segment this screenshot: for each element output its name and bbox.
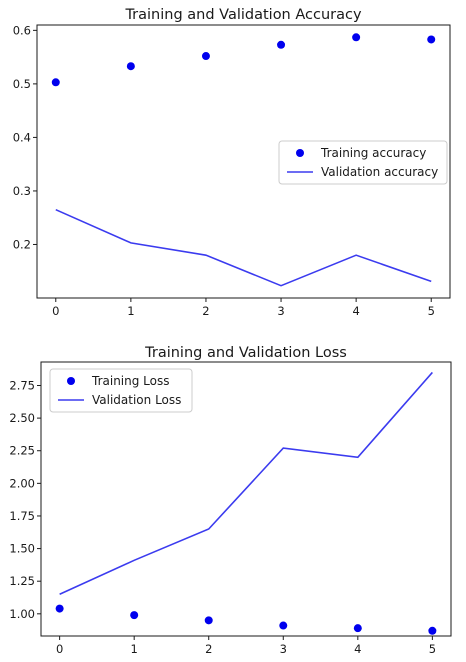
data-point	[279, 621, 288, 630]
plot-area-frame	[40, 361, 452, 637]
y-tick-label: 2.25	[9, 444, 35, 458]
x-tick-label: 0	[52, 304, 59, 318]
data-point	[428, 626, 437, 635]
legend-label: Validation Loss	[92, 393, 181, 407]
legend: Training Loss Validation Loss	[49, 368, 193, 413]
x-tick-label: 5	[429, 642, 436, 656]
data-point	[51, 78, 60, 87]
data-point	[126, 62, 135, 71]
x-tick-label: 0	[56, 642, 63, 656]
x-tick-label: 3	[277, 304, 284, 318]
y-tick-label: 1.25	[9, 574, 35, 588]
data-point	[352, 33, 361, 42]
y-tick-label: 0.2	[13, 237, 31, 251]
legend-box	[278, 140, 448, 185]
x-tick-label: 1	[131, 642, 138, 656]
x-tick-label: 2	[202, 304, 209, 318]
y-tick-label: 2.50	[9, 411, 35, 425]
y-tick-label: 2.00	[9, 476, 35, 490]
series-line-validation-accuracy	[55, 208, 432, 287]
data-point	[130, 611, 139, 620]
data-point	[277, 40, 286, 49]
y-tick-label: 2.75	[9, 378, 35, 392]
y-tick-label: 1.50	[9, 542, 35, 556]
chart-title: Training and Validation Loss	[144, 345, 347, 361]
series-line-validation-loss	[59, 371, 433, 595]
y-tick-label: 0.5	[13, 77, 31, 91]
x-tick-label: 4	[352, 304, 359, 318]
x-tick-label: 3	[280, 642, 287, 656]
legend-label: Validation accuracy	[321, 165, 438, 179]
legend-label: Training accuracy	[320, 146, 426, 160]
data-point	[353, 624, 362, 633]
x-tick-label: 4	[354, 642, 361, 656]
chart-title: Training and Validation Accuracy	[124, 7, 362, 23]
y-tick-label: 1.75	[9, 509, 35, 523]
data-point	[55, 604, 64, 613]
x-tick-label: 2	[205, 642, 212, 656]
legend-box	[49, 368, 193, 413]
data-point	[427, 35, 436, 44]
legend-label: Training Loss	[91, 374, 169, 388]
legend: Training accuracy Validation accuracy	[278, 140, 448, 185]
y-tick-label: 0.3	[13, 184, 31, 198]
y-tick-label: 0.6	[13, 23, 31, 37]
chart-loss: Training and Validation Loss 0 1 2 3 4 5 1.00 1.…	[9, 345, 452, 656]
data-point	[204, 616, 213, 625]
legend-marker-swatch	[296, 149, 304, 157]
plot-area-frame	[36, 24, 451, 299]
x-tick-label: 1	[127, 304, 134, 318]
y-tick-label: 1.00	[9, 607, 35, 621]
x-tick-label: 5	[428, 304, 435, 318]
y-tick-label: 0.4	[13, 130, 31, 144]
chart-accuracy: Training and Validation Accuracy 0 1 2 3 4 5 0.…	[13, 7, 451, 318]
legend-marker-swatch	[67, 377, 75, 385]
data-point	[201, 52, 210, 61]
